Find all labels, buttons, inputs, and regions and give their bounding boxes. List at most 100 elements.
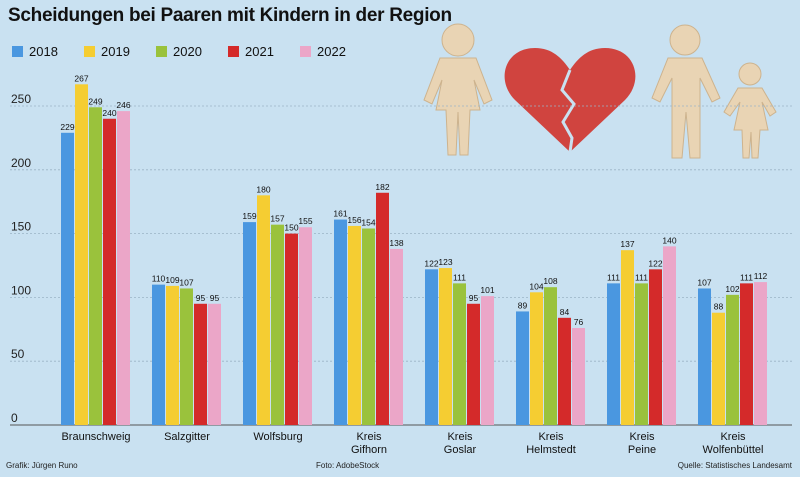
bar-2019 bbox=[348, 225, 361, 425]
data-label: 95 bbox=[196, 293, 206, 303]
bar-2021 bbox=[376, 192, 389, 425]
data-label: 111 bbox=[607, 272, 620, 282]
bar-2020 bbox=[544, 287, 557, 425]
legend-item-2022: 2022 bbox=[300, 44, 372, 59]
woman-figure-icon bbox=[423, 23, 493, 156]
category-label: Kreis bbox=[447, 431, 473, 443]
bar-2020 bbox=[89, 107, 102, 425]
data-label: 249 bbox=[88, 96, 102, 106]
bar-2019 bbox=[712, 312, 725, 425]
category-label: Salzgitter bbox=[164, 431, 210, 443]
bar-2020 bbox=[453, 283, 466, 425]
bar-2022 bbox=[299, 227, 312, 425]
bar-2022 bbox=[572, 328, 585, 425]
data-label: 112 bbox=[754, 271, 768, 281]
category-label: Wolfenbüttel bbox=[703, 444, 764, 456]
category-label: Gifhorn bbox=[351, 444, 387, 456]
data-label: 140 bbox=[662, 235, 676, 245]
illustration bbox=[423, 23, 777, 159]
bar-2022 bbox=[481, 296, 494, 425]
data-label: 267 bbox=[74, 73, 88, 83]
legend-swatch bbox=[228, 46, 239, 57]
bar-2021 bbox=[103, 118, 116, 425]
legend-item-2020: 2020 bbox=[156, 44, 228, 59]
bar-2018 bbox=[607, 283, 620, 425]
category-label: Goslar bbox=[444, 444, 477, 456]
bar-2018 bbox=[152, 284, 165, 425]
data-label: 150 bbox=[284, 223, 298, 233]
category-label: Kreis bbox=[720, 431, 746, 443]
bar-2020 bbox=[726, 294, 739, 425]
data-label: 84 bbox=[560, 307, 570, 317]
category-label: Braunschweig bbox=[61, 431, 130, 443]
data-label: 111 bbox=[453, 272, 466, 282]
legend: 2018 2019 2020 2021 2022 bbox=[12, 44, 372, 59]
y-tick-label: 50 bbox=[11, 347, 25, 361]
legend-swatch bbox=[84, 46, 95, 57]
bar-2020 bbox=[271, 224, 284, 425]
bar-2018 bbox=[61, 132, 74, 425]
bar-2021 bbox=[740, 283, 753, 425]
bar-2019 bbox=[439, 268, 452, 425]
data-label: 122 bbox=[424, 258, 438, 268]
category-labels: Braunschweig Salzgitter Wolfsburg Kreis Gifh… bbox=[61, 431, 763, 456]
data-label: 159 bbox=[242, 211, 256, 221]
data-label: 95 bbox=[469, 293, 479, 303]
bar-2022 bbox=[208, 303, 221, 425]
data-label: 161 bbox=[333, 209, 347, 219]
bar-2021 bbox=[467, 303, 480, 425]
data-label: 76 bbox=[574, 317, 584, 327]
data-label: 111 bbox=[740, 272, 753, 282]
bar-2019 bbox=[166, 285, 179, 425]
child-figure-icon bbox=[723, 62, 777, 159]
data-label: 157 bbox=[270, 214, 284, 224]
category-label: Kreis bbox=[629, 431, 655, 443]
legend-swatch bbox=[12, 46, 23, 57]
source-credit: Quelle: Statistisches Landesamt bbox=[677, 461, 792, 470]
y-axis-ticks: 0 50 100 150 200 250 bbox=[11, 92, 31, 425]
category-label: Wolfsburg bbox=[253, 431, 302, 443]
data-label: 102 bbox=[725, 284, 739, 294]
bar-2021 bbox=[285, 233, 298, 425]
legend-item-2019: 2019 bbox=[84, 44, 156, 59]
bar-2019 bbox=[257, 195, 270, 425]
data-label: 138 bbox=[389, 238, 403, 248]
man-figure-icon bbox=[651, 24, 721, 159]
bar-2022 bbox=[663, 246, 676, 425]
legend-label: 2020 bbox=[173, 44, 202, 59]
y-tick-label: 200 bbox=[11, 156, 31, 170]
bar-2018 bbox=[425, 269, 438, 425]
data-label: 123 bbox=[438, 257, 452, 267]
data-label: 88 bbox=[714, 302, 724, 312]
bar-2019 bbox=[621, 250, 634, 425]
data-label: 122 bbox=[648, 258, 662, 268]
category-label: Kreis bbox=[538, 431, 564, 443]
y-tick-label: 0 bbox=[11, 411, 18, 425]
data-label: 154 bbox=[361, 217, 375, 227]
data-label: 240 bbox=[102, 108, 116, 118]
legend-item-2021: 2021 bbox=[228, 44, 300, 59]
legend-swatch bbox=[300, 46, 311, 57]
legend-label: 2019 bbox=[101, 44, 130, 59]
graphic-credit: Grafik: Jürgen Runo bbox=[6, 461, 78, 470]
bar-2019 bbox=[530, 292, 543, 425]
bar-2018 bbox=[516, 311, 529, 425]
bar-2020 bbox=[362, 228, 375, 425]
bar-2022 bbox=[390, 248, 403, 425]
bar-2021 bbox=[194, 303, 207, 425]
y-tick-label: 100 bbox=[11, 283, 31, 297]
bar-2022 bbox=[754, 282, 767, 425]
y-tick-label: 150 bbox=[11, 220, 31, 234]
data-label: 108 bbox=[543, 276, 557, 286]
bar-2018 bbox=[698, 288, 711, 425]
legend-label: 2021 bbox=[245, 44, 274, 59]
data-label: 137 bbox=[620, 239, 634, 249]
data-label: 246 bbox=[116, 100, 130, 110]
data-label: 156 bbox=[347, 215, 361, 225]
data-label: 111 bbox=[635, 272, 648, 282]
bar-2019 bbox=[75, 84, 88, 426]
legend-label: 2022 bbox=[317, 44, 346, 59]
bar-2020 bbox=[180, 288, 193, 425]
